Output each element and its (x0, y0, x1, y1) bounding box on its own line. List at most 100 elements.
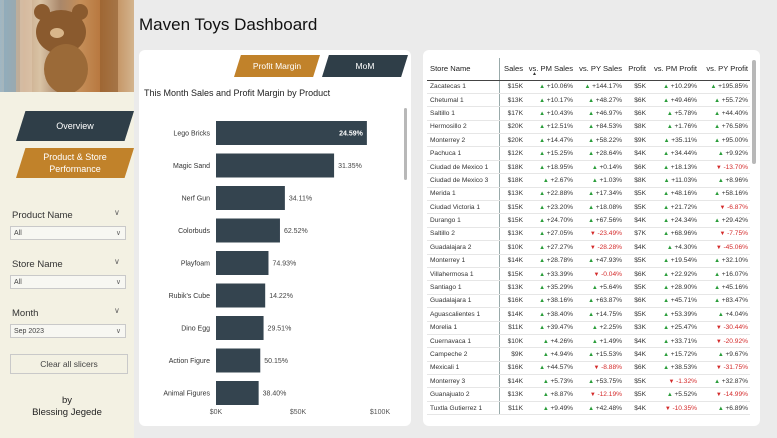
header-sales[interactable]: Sales (499, 58, 525, 81)
vs-py-profit-cell-value: +8.96% (725, 176, 748, 184)
vs-py-sales-cell-value: +1.49% (599, 337, 622, 345)
table-row[interactable]: Merida 1 $13K ▲ +22.88% ▲ +17.34% $5K ▲ +48.1… (427, 187, 750, 202)
table-row[interactable]: Tuxtla Gutierrez 1 $11K ▲ +9.49% ▲ +42.48% $… (427, 401, 750, 416)
chevron-down-icon[interactable]: ∨ (114, 306, 120, 315)
vs-pm-sales-cell: ▲ +28.78% (525, 254, 575, 268)
bar[interactable] (216, 153, 335, 178)
up-arrow-icon: ▲ (588, 191, 596, 198)
table-row[interactable]: Aguascalientes 1 $14K ▲ +38.40% ▲ +14.75% $5… (427, 307, 750, 322)
table-row[interactable]: Chetumal 1 $13K ▲ +10.17% ▲ +48.27% $6K ▲ +49… (427, 93, 750, 108)
table-row[interactable]: Pachuca 1 $12K ▲ +15.25% ▲ +28.64% $4K ▲ +34.… (427, 146, 750, 161)
table-row[interactable]: Monterrey 1 $14K ▲ +28.78% ▲ +47.93% $5K ▲ +1… (427, 254, 750, 268)
vs-pm-sales-cell: ▲ +38.16% (525, 294, 575, 309)
chevron-down-icon[interactable]: ∨ (114, 257, 120, 266)
down-arrow-icon: ▼ (664, 405, 673, 412)
vs-py-sales-cell: ▲ +144.17% (575, 80, 624, 94)
bar[interactable] (216, 283, 266, 308)
up-arrow-icon: ▲ (663, 164, 671, 171)
table-row[interactable]: Morelia 1 $11K ▲ +39.47% ▲ +2.25% $3K ▲ +25.4… (427, 321, 750, 335)
vs-py-sales-cell: ▲ +28.64% (575, 146, 624, 161)
profit-cell: $4K (624, 401, 648, 416)
table-row[interactable]: Saltillo 2 $13K ▲ +27.05% ▼ -23.49% $7K ▲ +68… (427, 227, 750, 242)
overview-nav-button[interactable]: Overview (16, 111, 134, 141)
chevron-down-icon[interactable]: ∨ (114, 208, 120, 217)
bar[interactable] (216, 251, 269, 275)
down-arrow-icon: ▼ (589, 244, 598, 251)
store-name-cell: Monterrey 1 (427, 254, 500, 268)
vs-py-profit-cell-value: +45.16% (721, 284, 748, 292)
clear-all-slicers-button[interactable]: Clear all slicers (10, 354, 128, 374)
profit-margin-tab-button[interactable]: Profit Margin (234, 55, 320, 77)
vs-py-profit-cell: ▲ +6.89% (699, 401, 750, 416)
table-row[interactable]: Zacatecas 1 $15K ▲ +10.06% ▲ +144.17% $5K ▲ +… (427, 80, 750, 94)
table-row[interactable]: Durango 1 $15K ▲ +24.70% ▲ +67.56% $4K ▲ +24.… (427, 213, 750, 228)
header-vs-py-sales[interactable]: vs. PY Sales (575, 58, 624, 81)
table-row[interactable]: Guadalajara 1 $16K ▲ +38.16% ▲ +63.87% $6K ▲ … (427, 294, 750, 309)
header-vs-pm-sales[interactable]: vs. PM Sales (525, 58, 575, 81)
table-row[interactable]: Ciudad Victoria 1 $15K ▲ +23.20% ▲ +18.08% $… (427, 200, 750, 215)
vs-py-sales-cell-value: +1.03% (599, 176, 622, 184)
vs-py-profit-cell: ▲ +29.42% (699, 213, 750, 228)
bar[interactable] (216, 218, 280, 243)
bar-data-label: 24.59% (339, 131, 364, 138)
table-row[interactable]: Monterrey 2 $20K ▲ +14.47% ▲ +58.22% $9K ▲ +3… (427, 133, 750, 148)
sales-cell: $13K (499, 387, 525, 402)
table-row[interactable]: Monterrey 3 $14K ▲ +5.73% ▲ +53.75% $5K ▼ -1.… (427, 374, 750, 389)
teddy-bear-banner-image (0, 0, 134, 92)
vs-pm-sales-cell: ▲ +10.06% (525, 80, 575, 94)
table-scrollbar[interactable] (752, 60, 756, 164)
bar[interactable] (216, 316, 264, 340)
bar[interactable] (216, 348, 261, 373)
bar[interactable] (216, 121, 367, 145)
vs-py-sales-cell: ▲ +5.64% (575, 280, 624, 295)
table-row[interactable]: Cuernavaca 1 $10K ▲ +4.26% ▲ +1.49% $4K ▲ +33… (427, 334, 750, 349)
mom-tab-button[interactable]: MoM (322, 55, 408, 77)
header-vs-py-profit[interactable]: vs. PY Profit (699, 58, 750, 81)
table-row[interactable]: Ciudad de Mexico 3 $18K ▲ +2.67% ▲ +1.03% $8… (427, 173, 750, 188)
header-vs-pm-profit[interactable]: vs. PM Profit (648, 58, 699, 81)
vs-py-sales-cell: ▲ +63.87% (575, 294, 624, 309)
chart-scrollbar[interactable] (404, 108, 407, 180)
vs-pm-profit-cell: ▲ +45.71% (648, 294, 699, 309)
bar[interactable] (216, 186, 285, 210)
table-row[interactable]: Guanajuato 2 $13K ▲ +8.87% ▼ -12.19% $5K ▲ +5… (427, 387, 750, 402)
vs-pm-profit-cell-value: +24.34% (670, 217, 697, 225)
up-arrow-icon: ▲ (714, 191, 722, 198)
header-profit[interactable]: Profit (624, 58, 648, 81)
table-row[interactable]: Mexicali 1 $16K ▲ +44.57% ▼ -8.88% $6K ▲ +38.… (427, 361, 750, 376)
month-slicer-dropdown[interactable]: Sep 2023 ∨ (10, 324, 126, 338)
product-store-performance-nav-button[interactable]: Product & Store Performance (16, 148, 134, 178)
up-arrow-icon: ▲ (666, 392, 675, 399)
up-arrow-icon: ▲ (666, 124, 675, 131)
up-arrow-icon: ▲ (588, 378, 596, 385)
table-row[interactable]: Saltillo 1 $17K ▲ +10.43% ▲ +46.97% $6K ▲ +5.… (427, 106, 750, 121)
vs-py-sales-cell-value: +144.17% (592, 83, 622, 91)
table-row[interactable]: Santiago 1 $13K ▲ +35.29% ▲ +5.64% $5K ▲ +28.… (427, 280, 750, 295)
product-name-slicer-dropdown[interactable]: All ∨ (10, 226, 126, 240)
product-name-slicer-value: All (14, 230, 22, 237)
store-name-cell: Saltillo 1 (427, 106, 500, 121)
category-label: Magic Sand (173, 163, 210, 170)
store-name-cell: Chetumal 1 (427, 93, 500, 108)
table-row[interactable]: Hermosillo 2 $20K ▲ +12.51% ▲ +84.53% $8K ▲ +… (427, 120, 750, 135)
vs-pm-profit-cell: ▲ +53.39% (648, 307, 699, 322)
down-arrow-icon: ▼ (593, 365, 602, 372)
table-row[interactable]: Ciudad de Mexico 1 $18K ▲ +18.95% ▲ +0.14% $… (427, 160, 750, 175)
vs-pm-sales-cell-value: +28.78% (546, 257, 573, 265)
sort-descending-icon[interactable]: ▲ (532, 71, 537, 77)
table-row[interactable]: Campeche 2 $9K ▲ +4.94% ▲ +15.53% $4K ▲ +15.7… (427, 347, 750, 362)
header-store-name[interactable]: Store Name (427, 58, 500, 81)
up-arrow-icon: ▲ (714, 218, 722, 225)
vs-py-sales-cell: ▲ +18.08% (575, 200, 624, 215)
vs-pm-profit-cell-value: +21.72% (670, 203, 697, 211)
vs-py-profit-cell-value: +16.07% (721, 270, 748, 278)
store-name-cell: Mexicali 1 (427, 361, 500, 376)
up-arrow-icon: ▲ (714, 137, 722, 144)
table-row[interactable]: Guadalajara 2 $10K ▲ +27.27% ▼ -28.28% $4K ▲ … (427, 240, 750, 255)
store-name-slicer-dropdown[interactable]: All ∨ (10, 275, 126, 289)
vs-py-profit-cell: ▼ -14.99% (699, 387, 750, 402)
vs-py-sales-cell: ▼ -8.88% (575, 361, 624, 376)
table-row[interactable]: Villahermosa 1 $15K ▲ +33.39% ▼ -0.04% $6K ▲ … (427, 267, 750, 282)
sales-cell: $18K (499, 160, 525, 175)
bar[interactable] (216, 381, 259, 405)
